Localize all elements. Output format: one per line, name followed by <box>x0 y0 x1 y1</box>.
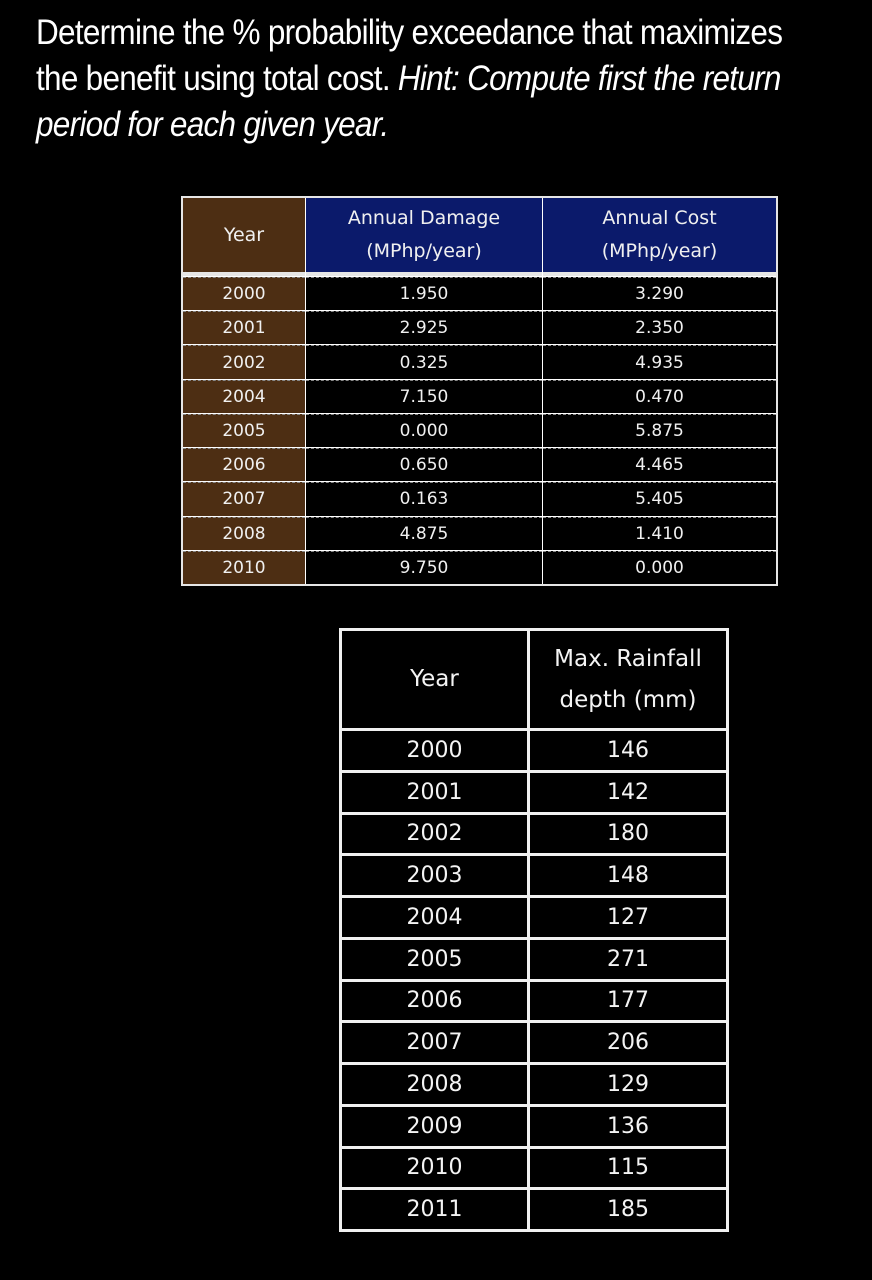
header-annual-damage-unit: (MPhp/year) <box>366 240 482 262</box>
header-year: Year <box>183 198 305 276</box>
damage-cell: 4.875 <box>306 516 542 550</box>
rainfall-cell: 136 <box>530 1106 726 1146</box>
year-cell: 2011 <box>342 1190 527 1229</box>
cost-cell: 3.290 <box>543 277 776 311</box>
year-cell: 2007 <box>183 482 305 516</box>
year-cell: 2001 <box>342 772 527 812</box>
damage-cell: 0.000 <box>306 413 542 448</box>
rainfall-cell: 148 <box>530 856 726 895</box>
damage-cell: 0.650 <box>306 448 542 482</box>
year-cell: 2010 <box>342 1148 527 1188</box>
year-cell: 2005 <box>183 413 305 448</box>
cost-cell: 5.405 <box>543 482 776 516</box>
rainfall-cell: 129 <box>530 1065 726 1104</box>
rainfall-cell: 180 <box>530 814 726 854</box>
year-cell: 2004 <box>342 898 527 937</box>
year-cell: 2007 <box>342 1023 527 1062</box>
hint-text: Hint: Compute first the return <box>397 59 782 98</box>
year-cell: 2009 <box>342 1106 527 1146</box>
rainfall-cell: 271 <box>530 939 726 979</box>
year-cell: 2001 <box>183 311 305 345</box>
year-cell: 2000 <box>183 277 305 311</box>
year-cell: 2008 <box>342 1065 527 1104</box>
header-max-rainfall-label: Max. Rainfall <box>554 645 702 672</box>
header-annual-cost-label: Annual Cost <box>602 207 717 229</box>
year-cell: 2005 <box>342 939 527 979</box>
header-max-rainfall: Max. Rainfall depth (mm) <box>530 631 726 728</box>
year-cell: 2008 <box>183 516 305 550</box>
rainfall-cell: 142 <box>530 772 726 812</box>
rainfall-cell: 146 <box>530 731 726 770</box>
problem-line-1: Determine the % probability exceedance t… <box>36 13 783 52</box>
header-max-rainfall-unit: depth (mm) <box>559 686 697 713</box>
cost-cell: 4.935 <box>543 345 776 379</box>
problem-statement: Determine the % probability exceedance t… <box>36 10 856 148</box>
header-annual-damage: Annual Damage (MPhp/year) <box>306 198 542 276</box>
damage-cost-table: Year Annual Damage (MPhp/year) Annual Co… <box>181 196 778 586</box>
damage-cell: 0.325 <box>306 345 542 379</box>
cost-cell: 5.875 <box>543 413 776 448</box>
year-cell: 2002 <box>342 814 527 854</box>
year-cell: 2003 <box>342 856 527 895</box>
hint-text-continued: period for each given year. <box>36 105 389 144</box>
year-cell: 2010 <box>183 550 305 584</box>
problem-line-2: the benefit using total cost. Hint: Comp… <box>36 56 856 102</box>
damage-cell: 1.950 <box>306 277 542 311</box>
damage-cell: 7.150 <box>306 379 542 413</box>
rainfall-cell: 115 <box>530 1148 726 1188</box>
year-cell: 2002 <box>183 345 305 379</box>
year-cell: 2004 <box>183 379 305 413</box>
cost-cell: 1.410 <box>543 516 776 550</box>
year-cell: 2006 <box>342 981 527 1021</box>
cost-cell: 2.350 <box>543 311 776 345</box>
year-cell: 2006 <box>183 448 305 482</box>
damage-cell: 0.163 <box>306 482 542 516</box>
header-annual-cost-unit: (MPhp/year) <box>601 240 718 262</box>
header-year: Year <box>342 631 527 728</box>
rainfall-cell: 127 <box>530 898 726 937</box>
damage-cell: 2.925 <box>306 311 542 345</box>
cost-cell: 0.470 <box>543 379 776 413</box>
problem-line-2-text: the benefit using total cost. <box>36 59 398 98</box>
rainfall-cell: 177 <box>530 981 726 1021</box>
cost-cell: 4.465 <box>543 448 776 482</box>
rainfall-cell: 185 <box>530 1190 726 1229</box>
damage-cell: 9.750 <box>306 550 542 584</box>
year-cell: 2000 <box>342 731 527 770</box>
header-annual-damage-label: Annual Damage <box>347 207 501 229</box>
problem-line-3: period for each given year. <box>36 102 856 148</box>
header-annual-cost: Annual Cost (MPhp/year) <box>543 198 776 276</box>
rainfall-table: Year Max. Rainfall depth (mm) 2000 146 2… <box>339 628 729 1232</box>
rainfall-cell: 206 <box>530 1023 726 1062</box>
cost-cell: 0.000 <box>543 550 776 584</box>
